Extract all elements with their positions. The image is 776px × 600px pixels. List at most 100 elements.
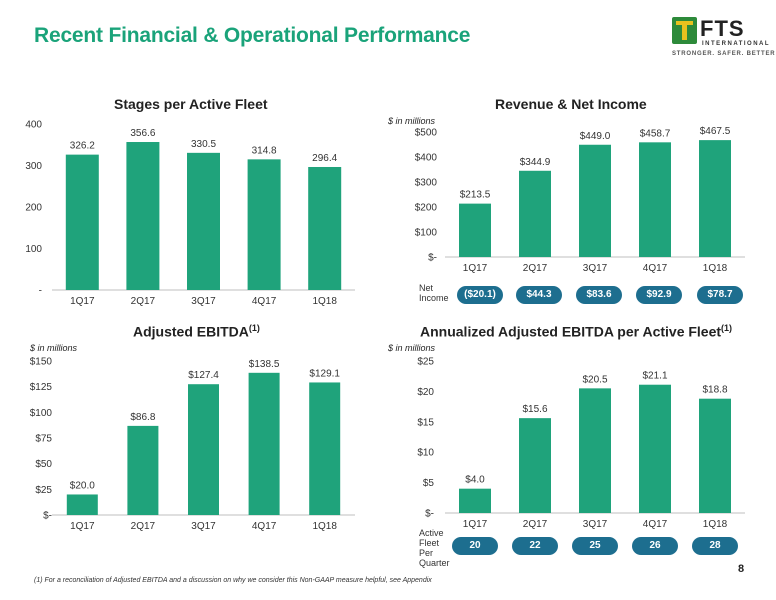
net-income-pill: $44.3 [516,286,562,304]
annual-y-tick-label: $25 [417,357,434,368]
annual-x-tick-label: 3Q17 [583,519,608,530]
ebitda-bar [309,382,341,515]
annual-unit-label: $ in millions [388,343,436,353]
stages-x-tick-label: 1Q18 [312,296,337,307]
ebitda-y-tick-label: $100 [30,408,53,419]
stages-x-tick-label: 3Q17 [191,296,216,307]
stages-y-tick-label: 200 [25,203,42,214]
logo-name: FTS [700,16,745,41]
annual-y-tick-label: $20 [417,387,434,398]
annual-chart-title: Annualized Adjusted EBITDA per Active Fl… [420,323,733,340]
annual-y-tick-label: $15 [417,417,434,428]
annual-bar [459,488,491,513]
annual-x-tick-label: 2Q17 [523,519,548,530]
net-income-pill: ($20.1) [457,286,503,304]
revenue-x-tick-label: 2Q17 [523,263,548,274]
annual-value-label: $15.6 [522,404,547,415]
stages-chart-title: Stages per Active Fleet [114,96,268,112]
annual-value-label: $18.8 [702,385,727,396]
page-title: Recent Financial & Operational Performan… [34,24,471,47]
revenue-y-tick-label: $300 [415,178,438,189]
revenue-y-tick-label: $- [428,253,437,264]
logo-tagline: STRONGER. SAFER. BETTER [672,51,776,57]
fts-logo-icon [672,17,697,44]
revenue-value-label: $213.5 [460,190,491,201]
annual-value-label: $20.5 [582,374,607,385]
stages-value-label: 296.4 [312,153,337,164]
revenue-value-label: $344.9 [520,157,551,168]
ebitda-bar [248,372,280,515]
stages-y-tick-label: 400 [25,120,42,131]
annual-x-tick-label: 1Q18 [703,519,728,530]
net-income-label: Net Income [419,283,449,303]
page-number: 8 [738,563,745,575]
active-fleet-pill: 20 [452,537,498,555]
annual-value-label: $4.0 [465,475,485,486]
ebitda-y-tick-label: $- [43,511,52,522]
ebitda-y-tick-label: $150 [30,357,53,368]
ebitda-y-tick-label: $50 [35,459,52,470]
stages-x-tick-label: 4Q17 [252,296,277,307]
stages-value-label: 314.8 [252,145,277,156]
stages-value-label: 356.6 [130,128,155,139]
annual-y-tick-label: $- [425,509,434,520]
logo-sub: INTERNATIONAL [702,41,771,47]
revenue-value-label: $449.0 [580,131,611,142]
revenue-bar [459,203,491,257]
revenue-bar [639,142,671,257]
ebitda-y-tick-label: $75 [35,434,52,445]
stages-x-tick-label: 2Q17 [131,296,156,307]
revenue-value-label: $458.7 [640,128,671,139]
ebitda-value-label: $20.0 [70,480,95,491]
annual-x-tick-label: 1Q17 [463,519,488,530]
ebitda-y-tick-label: $25 [35,485,52,496]
annual-footnote-ref: (1) [721,323,733,333]
annual-y-tick-label: $5 [423,478,435,489]
active-fleet-label: Active Fleet Per Quarter [419,528,450,568]
revenue-x-tick-label: 4Q17 [643,263,668,274]
stages-y-tick-label: 300 [25,161,42,172]
revenue-x-tick-label: 1Q18 [703,263,728,274]
annual-bar [699,398,731,513]
revenue-y-tick-label: $500 [415,128,438,139]
stages-y-tick-label: - [39,286,42,297]
active-fleet-pill: 28 [692,537,738,555]
revenue-x-tick-label: 1Q17 [463,263,488,274]
annual-bar [639,384,671,513]
footnote: (1) For a reconciliation of Adjusted EBI… [34,577,432,584]
ebitda-bar [66,494,98,515]
ebitda-unit-label: $ in millions [30,343,78,353]
annual-y-tick-label: $10 [417,448,434,459]
ebitda-value-label: $127.4 [188,370,219,381]
stages-value-label: 330.5 [191,139,216,150]
stages-value-label: 326.2 [70,141,95,152]
ebitda-bar [188,384,219,515]
stages-bar [187,152,220,290]
ebitda-value-label: $129.1 [309,368,340,379]
annual-x-tick-label: 4Q17 [643,519,668,530]
stages-y-tick-label: 100 [25,244,42,255]
revenue-x-tick-label: 3Q17 [583,263,608,274]
stages-bar [247,159,281,290]
revenue-unit-label: $ in millions [388,116,436,126]
ebitda-x-tick-label: 3Q17 [191,521,216,532]
ebitda-value-label: $138.5 [249,359,280,370]
ebitda-footnote-ref: (1) [248,323,260,333]
stages-bar [308,166,342,290]
annual-value-label: $21.1 [642,371,667,382]
revenue-y-tick-label: $400 [415,153,438,164]
revenue-value-label: $467.5 [700,126,731,137]
active-fleet-pill: 25 [572,537,618,555]
net-income-pill: $78.7 [697,286,743,304]
ebitda-x-tick-label: 1Q17 [70,521,95,532]
ebitda-chart-title: Adjusted EBITDA(1) [133,323,260,340]
ebitda-x-tick-label: 2Q17 [131,521,156,532]
ebitda-y-tick-label: $125 [30,382,53,393]
ebitda-value-label: $86.8 [130,412,155,423]
revenue-bar [579,144,611,257]
ebitda-x-tick-label: 1Q18 [312,521,337,532]
net-income-pill: $83.6 [576,286,622,304]
revenue-y-tick-label: $200 [415,203,438,214]
active-fleet-pill: 22 [512,537,558,555]
